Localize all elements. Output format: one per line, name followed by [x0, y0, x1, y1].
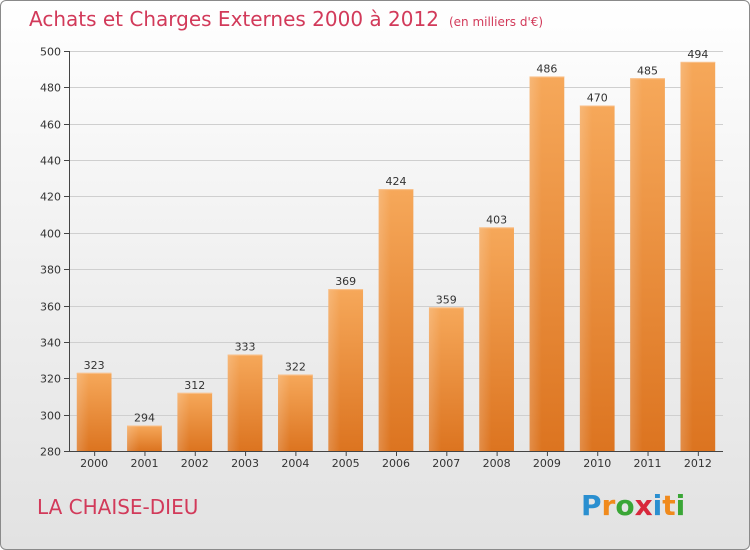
axes: 280 300 320 340 360 380 400 420 440 460 480 500: [40, 46, 723, 459]
y-tick-label: 340: [40, 337, 61, 350]
x-tick-label: 2003: [231, 457, 259, 470]
y-tick-label: 420: [40, 191, 61, 204]
bar-value-label: 323: [84, 359, 105, 372]
bar-highlight: [328, 289, 341, 451]
y-tick-label: 360: [40, 301, 61, 314]
chart-title: Achats et Charges Externes 2000 à 2012 (e…: [29, 7, 543, 31]
x-tick-label: 2006: [382, 457, 410, 470]
bar-value-label: 333: [235, 341, 256, 354]
bar-value-label: 312: [184, 379, 205, 392]
bar-highlight: [76, 372, 89, 451]
logo-letter: t: [662, 489, 676, 522]
chart-unit-note: (en milliers d'€): [448, 15, 544, 29]
value-labels: 323 2000 294 2001 312 2002 333 2003 322 2004 369 20…: [80, 48, 712, 470]
bar-value-label: 486: [536, 62, 557, 75]
y-tick-label: 480: [40, 82, 61, 95]
y-tick-label: 300: [40, 410, 61, 423]
proxiti-logo[interactable]: Proxiti: [581, 489, 685, 522]
logo-letter: r: [601, 489, 616, 522]
bar-value-label: 424: [386, 175, 407, 188]
bar-value-label: 359: [436, 293, 457, 306]
bar-highlight: [177, 392, 190, 451]
logo-letter: o: [615, 489, 635, 522]
bar-value-label: 403: [486, 213, 507, 226]
x-tick-label: 2001: [130, 457, 158, 470]
x-tick-label: 2002: [181, 457, 209, 470]
x-tick-label: 2008: [483, 457, 511, 470]
y-tick-label: 400: [40, 228, 61, 241]
bar-highlight: [630, 78, 643, 451]
x-tick-label: 2010: [583, 457, 611, 470]
y-tick-label: 280: [40, 446, 61, 459]
y-tick-label: 460: [40, 119, 61, 132]
y-tick-label: 500: [40, 46, 61, 59]
bar-highlight: [127, 425, 140, 451]
x-tick-label: 2004: [281, 457, 309, 470]
bar-highlight: [479, 227, 492, 451]
x-tick-label: 2000: [80, 457, 108, 470]
y-tick-label: 320: [40, 373, 61, 386]
logo-letter: i: [652, 489, 663, 522]
bar-value-label: 470: [587, 92, 608, 105]
bar-value-label: 494: [687, 48, 708, 61]
logo-letter: x: [634, 489, 653, 522]
x-tick-label: 2009: [533, 457, 561, 470]
bar-value-label: 485: [637, 64, 658, 77]
bar-highlight: [378, 189, 391, 451]
x-tick-label: 2012: [684, 457, 712, 470]
y-tick-label: 440: [40, 155, 61, 168]
y-tick-label: 380: [40, 264, 61, 277]
bar-value-label: 369: [335, 275, 356, 288]
location-name: LA CHAISE-DIEU: [37, 495, 199, 519]
bar-highlight: [529, 76, 542, 452]
x-tick-label: 2005: [332, 457, 360, 470]
bar-highlight: [428, 307, 442, 451]
x-tick-label: 2007: [432, 457, 460, 470]
bars: [76, 61, 716, 452]
bar-highlight: [278, 374, 291, 451]
chart-title-text: Achats et Charges Externes 2000 à 2012: [29, 7, 439, 31]
logo-letter: i: [675, 489, 686, 522]
bar-highlight: [227, 354, 240, 451]
bar-highlight: [579, 105, 593, 451]
bar-value-label: 322: [285, 361, 306, 374]
x-tick-label: 2011: [634, 457, 662, 470]
bar-value-label: 294: [134, 412, 155, 425]
logo-letter: P: [581, 489, 602, 522]
bar-highlight: [680, 61, 693, 452]
